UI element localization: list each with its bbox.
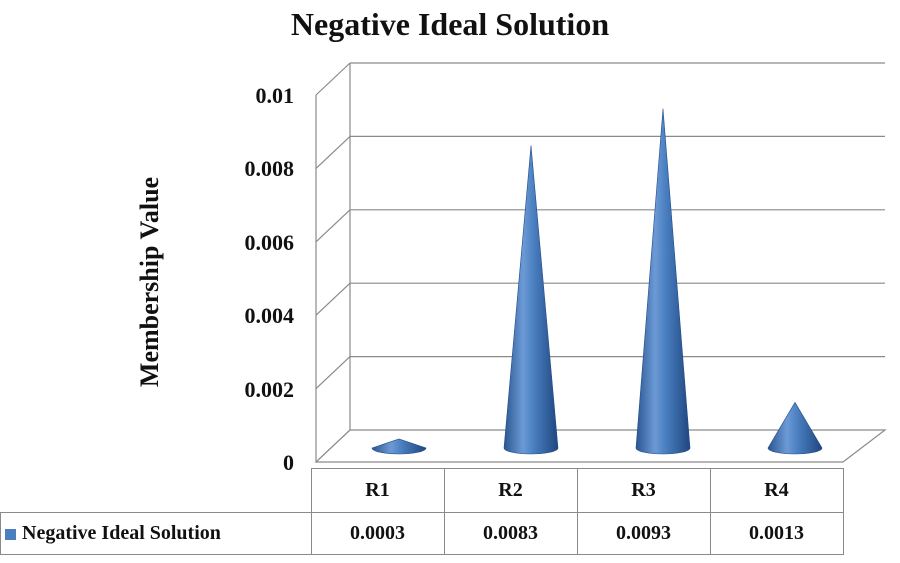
legend-label: Negative Ideal Solution — [22, 522, 221, 544]
cone-body — [503, 145, 559, 455]
category-label: R1 — [310, 468, 445, 513]
data-value-label: 0.0013 — [709, 512, 844, 555]
legend-entry: Negative Ideal Solution — [0, 512, 312, 555]
gridline-side — [315, 356, 351, 390]
cone-bar — [635, 108, 691, 455]
gridline-side — [315, 429, 351, 463]
chart-title: Negative Ideal Solution — [290, 6, 610, 42]
y-tick-label: 0.004 — [244, 303, 295, 328]
plot-frame — [314, 63, 887, 463]
legend-swatch — [5, 528, 16, 540]
gridline-side — [315, 209, 351, 243]
data-value-label: 0.0093 — [576, 512, 711, 555]
category-label: R4 — [709, 468, 844, 513]
data-table: R1 R2 R3 R4 Negative Ideal Solution 0.00… — [0, 468, 844, 555]
y-tick-label: 0.006 — [244, 230, 295, 255]
cone-bar — [371, 438, 427, 455]
cone-bar — [503, 145, 559, 455]
cone-body — [371, 438, 427, 455]
data-value-label: 0.0003 — [310, 512, 445, 555]
category-label: R2 — [443, 468, 578, 513]
y-tick-label: 0.008 — [244, 156, 295, 181]
y-tick-label: 0 — [283, 450, 294, 475]
gridline-side — [315, 282, 351, 316]
gridline-side — [315, 62, 351, 96]
gridlines — [315, 62, 885, 463]
y-axis-label: Membership Value — [135, 176, 164, 388]
cone-body — [635, 108, 691, 455]
cone-bar — [767, 401, 823, 455]
y-tick-label: 0.002 — [244, 377, 295, 402]
gridline-side — [315, 135, 351, 169]
data-value-label: 0.0083 — [443, 512, 578, 555]
cones — [371, 108, 823, 455]
cone-body — [767, 401, 823, 455]
y-tick-label: 0.01 — [255, 83, 295, 108]
category-label: R3 — [576, 468, 711, 513]
